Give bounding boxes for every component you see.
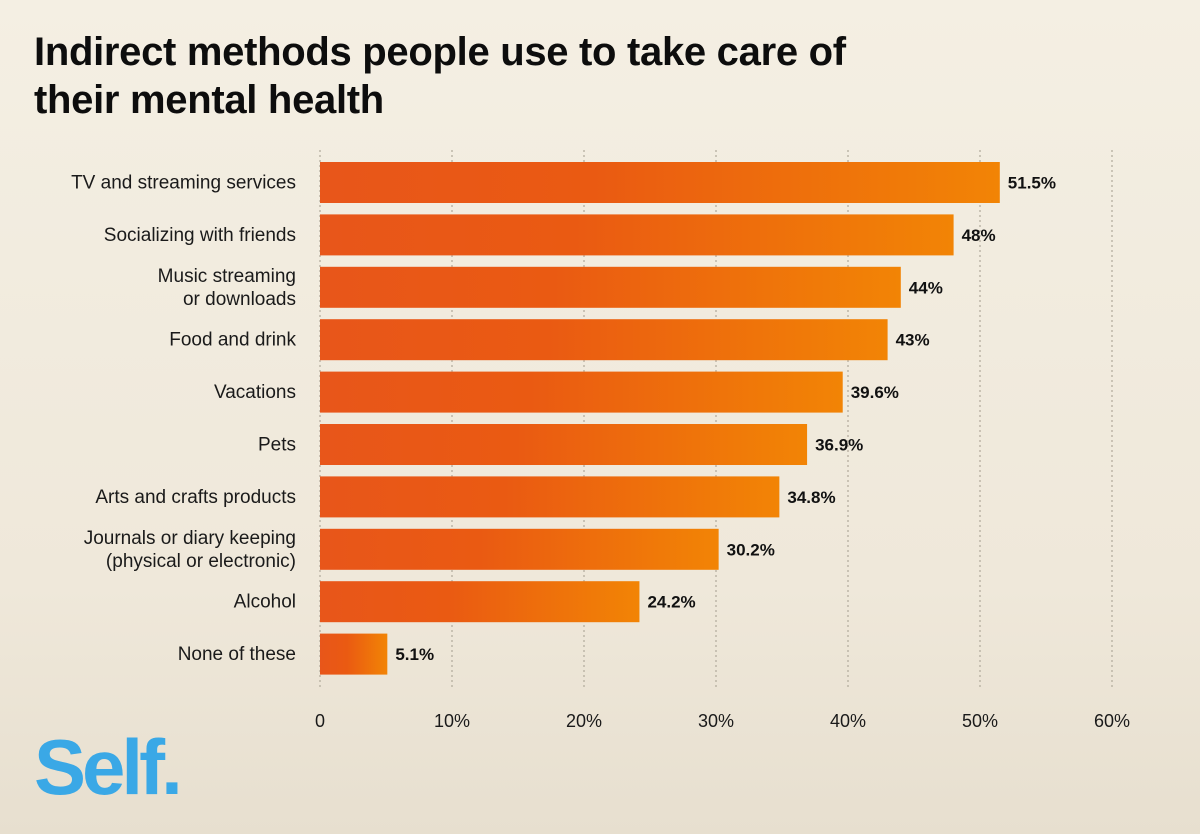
self-logo: Self.	[34, 728, 183, 806]
logo-dot: .	[161, 723, 183, 811]
data-label: 5.1%	[395, 645, 434, 664]
data-label: 44%	[909, 278, 943, 297]
x-tick-label: 10%	[434, 711, 470, 731]
bar	[320, 162, 1000, 203]
data-label: 39.6%	[851, 383, 899, 402]
x-tick-label: 20%	[566, 711, 602, 731]
data-label: 51.5%	[1008, 174, 1056, 193]
bar	[320, 266, 901, 308]
chart-title: Indirect methods people use to take care…	[34, 30, 846, 122]
data-label: 43%	[896, 331, 930, 350]
logo-text: Self	[34, 723, 165, 811]
data-labels: 51.5% 48% 44% 43% 39.6% 36.9% 34.8% 30.2% 24.2% 5…	[395, 174, 1056, 665]
category-label: Food and drink	[169, 330, 296, 351]
bar	[320, 528, 719, 570]
x-tick-label: 50%	[962, 711, 998, 731]
x-tick-label: 30%	[698, 711, 734, 731]
bar	[320, 424, 808, 465]
bar	[320, 581, 640, 623]
category-label: TV and streaming services	[71, 173, 296, 194]
category-label: Journals or diary keeping (physical or el…	[84, 528, 296, 572]
data-label: 36.9%	[815, 436, 863, 455]
bar	[320, 371, 843, 413]
category-label: Music streaming or downloads	[158, 266, 296, 310]
x-axis-ticks: 0 10% 20% 30% 40% 50% 60%	[315, 711, 1130, 731]
x-tick-label: 0	[315, 711, 325, 731]
category-label: Vacations	[214, 382, 296, 403]
data-label: 24.2%	[647, 593, 695, 612]
category-label: Pets	[258, 435, 296, 456]
bar	[320, 633, 388, 675]
data-label: 34.8%	[787, 488, 835, 507]
data-label: 30.2%	[727, 540, 775, 559]
category-label: Arts and crafts products	[95, 487, 296, 508]
bar	[320, 214, 954, 256]
x-tick-label: 60%	[1094, 711, 1130, 731]
category-label: Alcohol	[234, 592, 296, 613]
category-label: Socializing with friends	[104, 225, 296, 246]
category-label: None of these	[178, 644, 296, 665]
bar	[320, 476, 780, 518]
data-label: 48%	[962, 226, 996, 245]
category-labels: TV and streaming services Socializing wit…	[71, 173, 296, 666]
bar	[320, 319, 888, 361]
x-tick-label: 40%	[830, 711, 866, 731]
bars	[320, 162, 1000, 675]
